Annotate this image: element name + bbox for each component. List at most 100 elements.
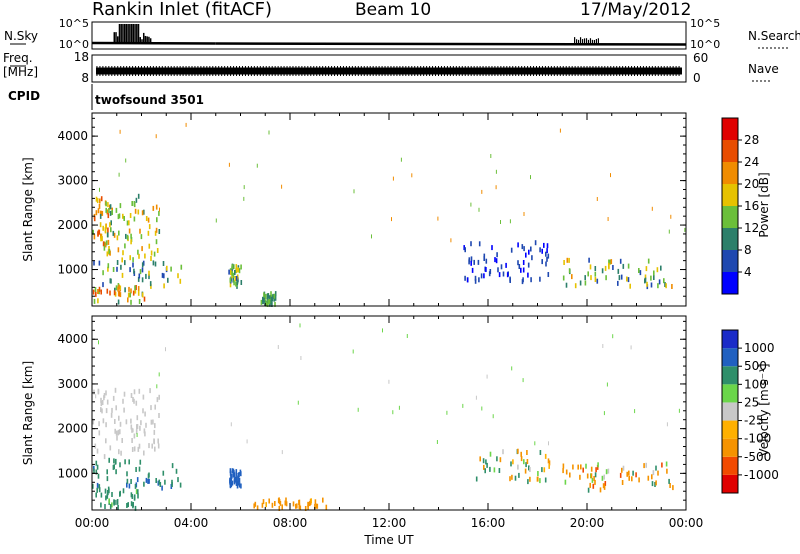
velocity-panel-colorbar-label: 500 xyxy=(744,359,767,373)
xtick-label: 08:00 xyxy=(273,516,308,530)
velocity-panel-cell xyxy=(603,411,605,416)
velocity-panel-cell xyxy=(604,481,607,486)
power-panel-cell xyxy=(107,227,109,233)
velocity-panel-cell xyxy=(485,459,487,465)
velocity-panel-cell xyxy=(285,497,287,503)
velocity-panel-cell xyxy=(518,472,520,478)
velocity-panel-cell xyxy=(284,500,287,506)
power-panel-cell xyxy=(102,225,104,231)
power-panel-cell xyxy=(262,299,264,305)
power-panel-cell xyxy=(627,263,630,269)
power-panel-cell xyxy=(141,210,144,216)
velocity-panel-cell xyxy=(94,443,97,449)
power-panel-cell xyxy=(235,267,238,273)
velocity-panel-cell xyxy=(499,457,502,463)
power-panel-cell xyxy=(108,204,111,210)
power-panel-cell xyxy=(273,293,276,299)
velocity-panel-cell xyxy=(101,400,104,405)
velocity-panel-cell xyxy=(118,415,120,421)
velocity-panel-cell xyxy=(322,497,324,503)
velocity-panel-cell xyxy=(109,504,112,510)
power-panel-cell xyxy=(125,233,127,239)
velocity-panel xyxy=(91,315,742,511)
power-panel-colorbar-label: 4 xyxy=(744,265,752,279)
power-panel-cell xyxy=(229,277,232,283)
velocity-panel-cell xyxy=(652,470,655,476)
power-panel-colorbar-swatch xyxy=(722,272,738,294)
power-panel-cell xyxy=(547,253,550,259)
power-panel-cell xyxy=(107,266,109,272)
velocity-panel-cell xyxy=(165,347,166,352)
velocity-panel-cell xyxy=(143,428,146,434)
velocity-panel-cell xyxy=(621,480,624,485)
power-panel-cell xyxy=(470,260,472,266)
velocity-panel-cell xyxy=(591,477,594,483)
power-panel-cell xyxy=(99,210,102,216)
power-panel-cell xyxy=(644,277,647,283)
power-panel-cell xyxy=(650,282,653,288)
power-panel-cell xyxy=(509,219,511,224)
power-panel-cell xyxy=(579,280,582,286)
power-panel-cell xyxy=(517,260,519,266)
velocity-panel-cell xyxy=(668,478,670,484)
xtick-label: 16:00 xyxy=(471,516,506,530)
velocity-panel-cell xyxy=(628,470,630,476)
velocity-panel-cell xyxy=(590,466,593,472)
power-panel-cell xyxy=(629,283,631,289)
velocity-panel-cell xyxy=(665,461,668,467)
velocity-panel-cell xyxy=(111,502,113,508)
power-panel-cell xyxy=(618,275,621,281)
velocity-panel-cell xyxy=(126,482,128,488)
velocity-panel-cell xyxy=(130,393,133,398)
velocity-panel-cell xyxy=(606,382,608,387)
velocity-panel-cell xyxy=(406,334,408,338)
power-panel-cell xyxy=(265,301,267,307)
velocity-panel-ylabel: Slant Range [km] xyxy=(21,361,35,465)
power-panel-cell xyxy=(94,287,97,292)
velocity-panel-cell xyxy=(229,478,231,484)
velocity-panel-cell xyxy=(482,458,485,464)
power-panel-cell xyxy=(522,267,525,273)
power-panel-cell xyxy=(215,218,217,223)
velocity-panel-cell xyxy=(657,470,659,476)
velocity-panel-cell xyxy=(97,388,100,394)
power-panel xyxy=(91,112,742,307)
velocity-panel-cell xyxy=(632,470,634,476)
power-panel-cell xyxy=(534,240,537,246)
power-panel-cell xyxy=(108,208,110,213)
power-panel-cell xyxy=(100,196,103,202)
velocity-panel-cell xyxy=(106,469,108,475)
velocity-panel-cell xyxy=(136,424,139,429)
velocity-panel-cell xyxy=(148,443,150,449)
power-panel-cell xyxy=(95,210,98,216)
velocity-panel-cell xyxy=(98,484,101,490)
power-panel-cell xyxy=(92,289,95,295)
velocity-panel-cell xyxy=(655,480,657,486)
freq-label: Freq. xyxy=(3,51,33,65)
power-panel-cell xyxy=(124,260,126,266)
power-panel-colorbar-swatch xyxy=(722,184,738,206)
velocity-panel-cell xyxy=(110,412,113,418)
power-panel-cell xyxy=(400,157,402,162)
velocity-panel-cell xyxy=(133,494,136,500)
power-panel-cell xyxy=(531,255,533,261)
velocity-panel-cell xyxy=(136,415,139,421)
velocity-panel-cell xyxy=(285,501,288,507)
power-panel-cell xyxy=(584,275,586,281)
velocity-panel-cell xyxy=(493,467,496,473)
power-panel-colorbar-label: 8 xyxy=(744,243,752,257)
velocity-panel-cell xyxy=(156,384,158,389)
velocity-panel-cell xyxy=(562,463,565,469)
velocity-panel-cell xyxy=(603,474,605,480)
velocity-panel-cell xyxy=(135,489,138,495)
power-panel-cell xyxy=(617,280,619,286)
velocity-panel-cell xyxy=(127,502,129,508)
power-panel-cell xyxy=(647,258,650,264)
power-panel-cell xyxy=(163,283,165,289)
velocity-panel-cell xyxy=(548,441,549,446)
velocity-panel-cell xyxy=(517,464,519,470)
power-panel-cell xyxy=(527,272,529,278)
velocity-panel-cell xyxy=(314,503,316,509)
power-panel-cell xyxy=(546,256,548,262)
velocity-panel-cell xyxy=(108,488,110,494)
